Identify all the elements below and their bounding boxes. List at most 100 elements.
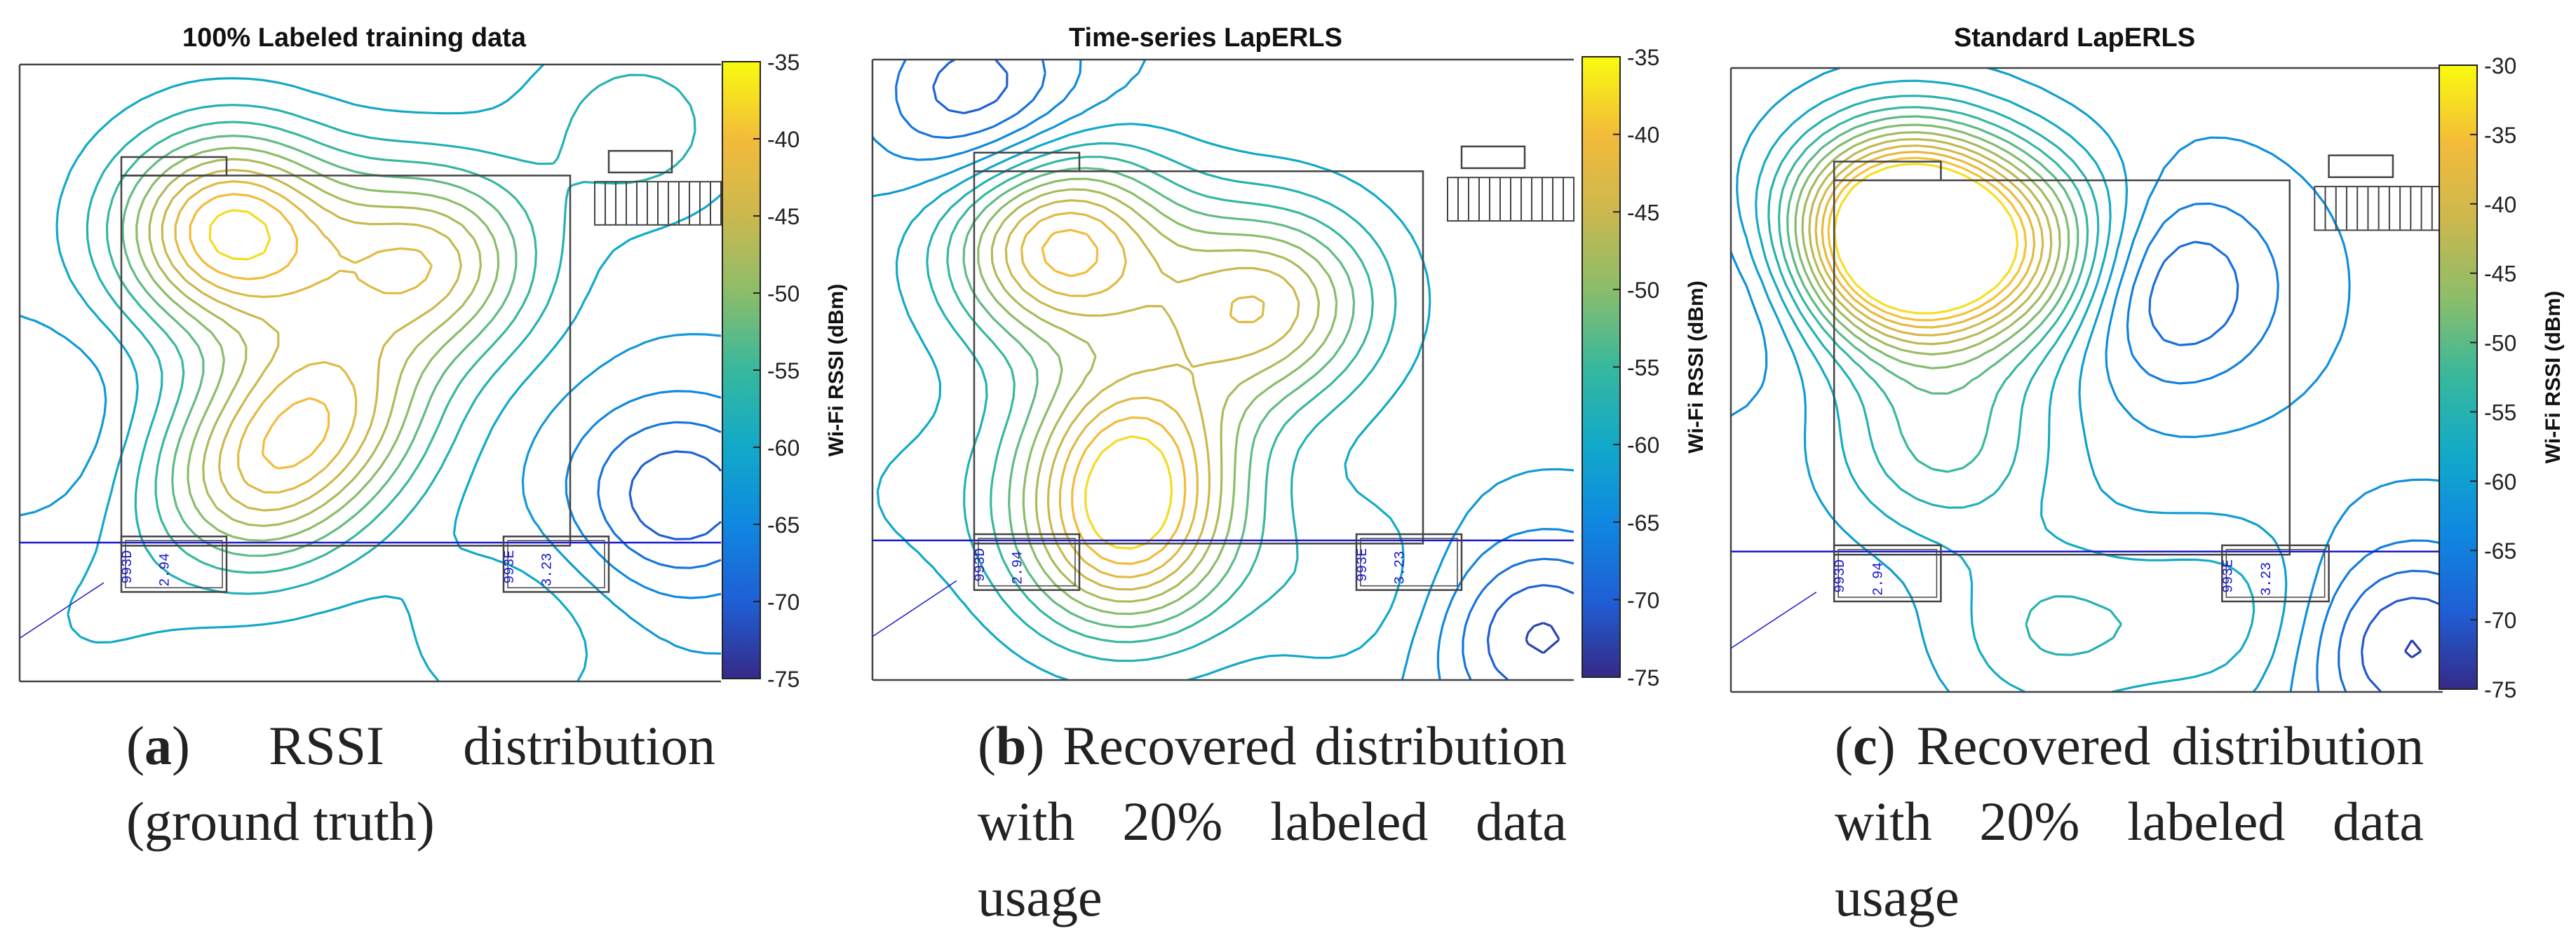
colorbar-tick-label: -35 <box>2484 123 2516 148</box>
caption-letter-c: c <box>1852 715 1877 776</box>
room-number: 2.94 <box>1011 551 1027 585</box>
colorbar-tick-label: -75 <box>2484 677 2516 701</box>
colorbar-tick-label: -75 <box>1627 665 1659 691</box>
room-box-inner <box>1360 538 1458 587</box>
room-box <box>2221 544 2330 603</box>
room-box-inner <box>2225 549 2326 598</box>
staircase <box>1447 177 1574 222</box>
contour-level <box>1729 136 2443 693</box>
contour-level <box>1777 106 2089 473</box>
colorbar-tick-label: -70 <box>1627 587 1659 613</box>
colorbar <box>2439 64 2478 690</box>
chart-a: 100% Labeled training data 993D 2.94 993E 3.… <box>18 23 848 692</box>
door-marker-right <box>607 149 673 174</box>
colorbar-tick-label: -40 <box>2484 192 2516 217</box>
contour-level <box>1786 115 2079 395</box>
dimension-line <box>1730 591 1817 649</box>
room-box-inner <box>507 540 605 589</box>
colorbar-tick-label: -50 <box>1627 278 1659 303</box>
colorbar-tick-label: -35 <box>1627 45 1659 70</box>
chart-title: 100% Labeled training data <box>182 23 527 53</box>
room-right: 993E 3.23 <box>2220 544 2330 603</box>
contour-level <box>135 147 500 542</box>
caption-a: (a) RSSI distribution (ground truth) <box>126 715 715 852</box>
room-box-inner <box>125 540 223 589</box>
colorbar-tick-label: -60 <box>1627 433 1659 458</box>
room-box <box>120 535 228 593</box>
floor-plan: 993D 2.94 993E 3.23 <box>1729 67 2443 693</box>
contour-level <box>977 177 1338 616</box>
colorbar-tick-label: -40 <box>1627 123 1659 148</box>
contour-level <box>1814 144 2044 336</box>
contour-level <box>1525 622 1560 654</box>
room-left: 993D 2.94 <box>973 533 1081 591</box>
contour-level <box>19 314 722 655</box>
colorbar-label: Wi-Fi RSSI (dBm) <box>825 284 848 456</box>
contour-lines <box>871 58 1574 681</box>
room-box-inner <box>1837 549 1938 598</box>
contour-level <box>161 168 462 512</box>
contour-level <box>597 421 722 569</box>
panel-a: 100% Labeled training data 993D 2.94 993E 3.… <box>0 0 858 945</box>
room-left: 993D 2.94 <box>1833 544 1942 603</box>
colorbar-tick-label: -35 <box>767 50 800 75</box>
room-label: 993D <box>973 548 989 582</box>
plot-area: 993D 2.94 993E 3.23 <box>18 63 722 683</box>
plot-area: 993D 2.94 993E 3.23 <box>1729 67 2443 693</box>
contour-level <box>1755 79 2255 693</box>
caption-text-c: Recovered distribution with 20% labeled … <box>1835 715 2424 927</box>
caption-b: (b) Recovered distribution with 20% labe… <box>978 715 1567 927</box>
door-marker-left <box>973 151 1081 172</box>
floor-plan: 993D 2.94 993E 3.23 <box>871 58 1574 681</box>
chart-c: Standard LapERLS 993D 2.94 993E 3.23 -30 -35 -4… <box>1729 23 2565 701</box>
staircase <box>2314 186 2443 231</box>
room-number: 2.94 <box>158 553 174 587</box>
contour-level <box>2148 240 2443 693</box>
colorbar-tick-label: -75 <box>767 667 800 692</box>
contour-level <box>962 167 1356 629</box>
contour-level <box>932 58 1574 681</box>
colorbar-label: Wi-Fi RSSI (dBm) <box>2542 291 2565 463</box>
contour-level <box>990 188 1321 603</box>
colorbar-tick-label: -30 <box>2484 53 2516 79</box>
contour-level <box>121 135 518 557</box>
colorbar-tick-label: -40 <box>767 127 800 152</box>
room-number: 3.23 <box>540 553 556 587</box>
caption-letter-b: b <box>995 715 1027 776</box>
contour-level <box>946 156 1374 644</box>
colorbar-tick-label: -65 <box>1627 510 1659 536</box>
room-label: 993E <box>1355 548 1371 582</box>
colorbar-tick-label: -45 <box>2484 261 2516 287</box>
door-marker-left <box>120 156 228 177</box>
contour-level <box>872 59 1574 681</box>
dimension-line <box>19 582 104 639</box>
contour-level <box>208 209 271 261</box>
contour-level <box>148 158 483 527</box>
colorbar-label: Wi-Fi RSSI (dBm) <box>1685 280 1708 453</box>
colorbar-tick-label: -70 <box>2484 608 2516 633</box>
inner-room-outline <box>1833 179 2291 556</box>
colorbar-tick-label: -45 <box>1627 200 1659 225</box>
panel-b: Time-series LapERLS 993D 2.94 993E 3.23 -35 -4… <box>858 0 1717 945</box>
caption-letter-a: a <box>144 715 172 776</box>
contour-level <box>1794 123 2070 369</box>
room-number: 2.94 <box>1871 562 1887 596</box>
contour-level <box>1736 67 2288 693</box>
contour-level <box>871 59 1574 681</box>
colorbar-tick-label: -50 <box>2484 331 2516 356</box>
door-marker-right <box>1460 145 1526 170</box>
room-box <box>1833 544 1942 603</box>
room-label: 993E <box>2220 559 2237 593</box>
room-right: 993E 3.23 <box>502 535 610 593</box>
room-box <box>502 535 610 593</box>
caption-text-b: Recovered distribution with 20% labeled … <box>978 715 1567 927</box>
floor-plan: 993D 2.94 993E 3.23 <box>18 63 722 683</box>
contour-level <box>1041 229 1187 565</box>
contour-level <box>174 180 433 494</box>
contour-level <box>1084 435 1173 550</box>
colorbar-tick-label: -55 <box>2484 400 2516 425</box>
contour-level <box>1004 199 1300 591</box>
room-number: 3.23 <box>1393 551 1409 585</box>
contour-level <box>876 123 1431 681</box>
contour-lines <box>19 63 722 682</box>
